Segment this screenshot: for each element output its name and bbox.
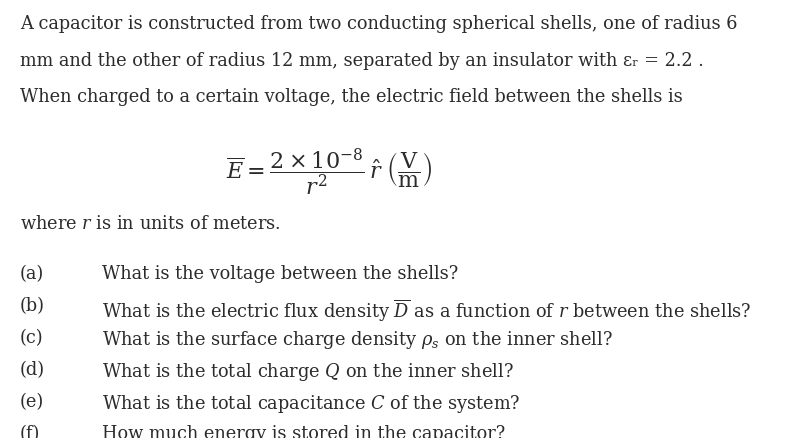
Text: mm and the other of radius 12 mm, separated by an insulator with εᵣ = 2.2 .: mm and the other of radius 12 mm, separa… xyxy=(20,52,703,70)
Text: When charged to a certain voltage, the electric field between the shells is: When charged to a certain voltage, the e… xyxy=(20,88,682,106)
Text: (d): (d) xyxy=(20,360,45,378)
Text: What is the total capacitance $C$ of the system?: What is the total capacitance $C$ of the… xyxy=(102,392,520,414)
Text: (f): (f) xyxy=(20,424,40,438)
Text: $\overline{E} = \dfrac{2\times10^{-8}}{r^2}\,\hat{r}\ \left(\dfrac{\mathrm{V}}{\: $\overline{E} = \dfrac{2\times10^{-8}}{r… xyxy=(226,146,433,198)
Text: What is the voltage between the shells?: What is the voltage between the shells? xyxy=(102,265,458,283)
Text: (e): (e) xyxy=(20,392,44,410)
Text: A capacitor is constructed from two conducting spherical shells, one of radius 6: A capacitor is constructed from two cond… xyxy=(20,15,737,33)
Text: (c): (c) xyxy=(20,328,43,346)
Text: What is the surface charge density $\rho_s$ on the inner shell?: What is the surface charge density $\rho… xyxy=(102,328,613,350)
Text: What is the electric flux density $\overline{D}$ as a function of $r$ between th: What is the electric flux density $\over… xyxy=(102,297,751,323)
Text: (b): (b) xyxy=(20,297,45,314)
Text: How much energy is stored in the capacitor?: How much energy is stored in the capacit… xyxy=(102,424,506,438)
Text: What is the total charge $Q$ on the inner shell?: What is the total charge $Q$ on the inne… xyxy=(102,360,514,382)
Text: where $r$ is in units of meters.: where $r$ is in units of meters. xyxy=(20,214,280,232)
Text: (a): (a) xyxy=(20,265,44,283)
